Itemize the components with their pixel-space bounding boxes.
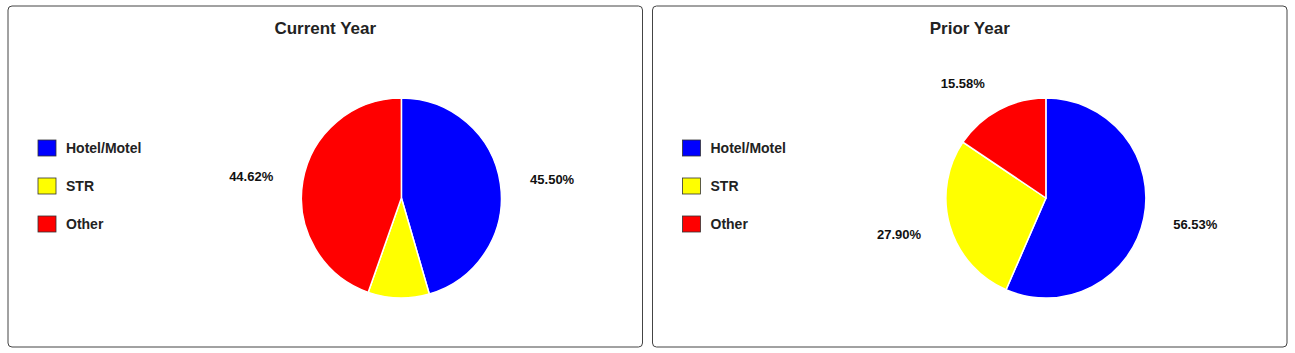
chart-svg: Current Year 45.50% 44.62% Hotel/Motel STR Ot… <box>0 0 1295 353</box>
legend: Hotel/Motel STR Other <box>683 140 786 232</box>
legend: Hotel/Motel STR Other <box>38 140 141 232</box>
legend-label: STR <box>66 178 94 194</box>
chart-title: Prior Year <box>930 19 1010 38</box>
data-label: 15.58% <box>941 76 986 91</box>
data-label: 44.62% <box>229 169 274 184</box>
chart-root: Current Year 45.50% 44.62% Hotel/Motel STR Ot… <box>0 0 1295 353</box>
data-label: 56.53% <box>1173 217 1218 232</box>
pie-slice <box>963 98 1046 198</box>
pie-panel: Prior Year 56.53% 27.90% 15.58% Hotel/Motel S… <box>653 6 1288 347</box>
legend-swatch <box>683 178 701 194</box>
legend-swatch <box>38 140 56 156</box>
chart-title: Current Year <box>274 19 376 38</box>
legend-label: Other <box>66 216 104 232</box>
data-label: 45.50% <box>530 172 575 187</box>
legend-swatch <box>38 178 56 194</box>
legend-swatch <box>683 140 701 156</box>
slices <box>946 98 1146 298</box>
legend-swatch <box>38 216 56 232</box>
legend-label: Other <box>711 216 749 232</box>
legend-label: Hotel/Motel <box>711 140 786 156</box>
panel-border <box>8 6 643 347</box>
legend-label: STR <box>711 178 739 194</box>
pie-panel: Current Year 45.50% 44.62% Hotel/Motel STR Ot… <box>8 6 643 347</box>
legend-swatch <box>683 216 701 232</box>
pie-slice <box>301 98 401 292</box>
panel-border <box>653 6 1288 347</box>
legend-label: Hotel/Motel <box>66 140 141 156</box>
slices <box>301 98 501 298</box>
data-label: 27.90% <box>877 227 922 242</box>
